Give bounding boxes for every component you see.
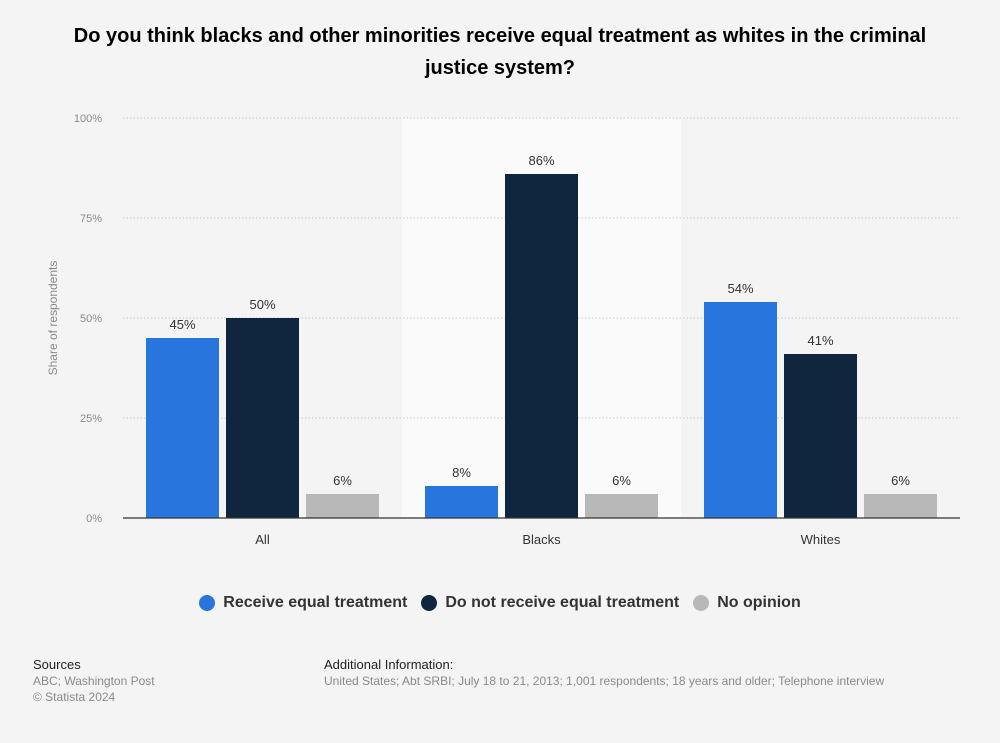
bar-value-label: 6% xyxy=(612,473,631,488)
bar-value-label: 6% xyxy=(333,473,352,488)
legend-label-not-equal: Do not receive equal treatment xyxy=(445,594,680,611)
bar xyxy=(784,354,857,518)
bar-value-label: 54% xyxy=(727,281,753,296)
y-axis-title: Share of respondents xyxy=(46,261,60,376)
sources-heading: Sources xyxy=(33,657,81,672)
bar xyxy=(505,174,578,518)
legend-swatch-not-equal xyxy=(421,595,438,611)
bar xyxy=(704,302,777,518)
legend-label-no-opinion: No opinion xyxy=(717,594,801,611)
sources-text: ABC; Washington Post xyxy=(33,674,155,688)
bar xyxy=(226,318,299,518)
x-tick-label: Blacks xyxy=(522,532,561,547)
y-tick-label: 50% xyxy=(80,313,102,325)
x-tick-label: Whites xyxy=(801,532,841,547)
legend-label-equal: Receive equal treatment xyxy=(223,594,408,611)
legend-swatch-equal xyxy=(199,595,216,611)
bar-value-label: 50% xyxy=(249,297,275,312)
bar xyxy=(425,486,498,518)
legend-item-equal[interactable]: Receive equal treatment xyxy=(199,594,407,612)
x-tick-label: All xyxy=(255,532,270,547)
legend-item-not-equal[interactable]: Do not receive equal treatment xyxy=(421,594,679,612)
legend-item-no-opinion[interactable]: No opinion xyxy=(693,594,801,612)
sources-block: Sources ABC; Washington Post © Statista … xyxy=(33,657,155,705)
additional-info-block: Additional Information: United States; A… xyxy=(324,657,884,689)
chart-title: Do you think blacks and other minorities… xyxy=(73,25,927,79)
bar xyxy=(864,494,937,518)
bar-value-label: 6% xyxy=(891,473,910,488)
bar xyxy=(306,494,379,518)
y-tick-label: 0% xyxy=(86,513,102,525)
y-tick-label: 25% xyxy=(80,413,102,425)
legend: Receive equal treatment Do not receive e… xyxy=(0,594,1000,612)
bar-value-label: 41% xyxy=(807,333,833,348)
additional-info-heading: Additional Information: xyxy=(324,657,454,672)
bar-chart: 0% 25% 50% 75% 100% Share of respondents 45% 50… xyxy=(46,113,960,547)
additional-info-text: United States; Abt SRBI; July 18 to 21, … xyxy=(324,674,885,688)
bar xyxy=(585,494,658,518)
legend-swatch-no-opinion xyxy=(693,595,710,611)
y-tick-label: 75% xyxy=(80,213,102,225)
bar-value-label: 86% xyxy=(528,153,554,168)
copyright-text: © Statista 2024 xyxy=(33,690,116,704)
bar xyxy=(146,338,219,518)
bar-value-label: 45% xyxy=(169,317,195,332)
bar-value-label: 8% xyxy=(452,465,471,480)
y-tick-label: 100% xyxy=(74,113,102,125)
